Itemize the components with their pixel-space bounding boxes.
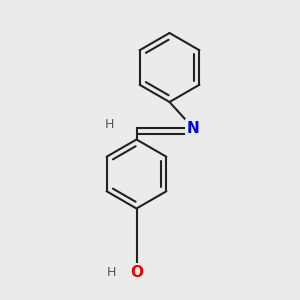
Text: O: O — [130, 265, 143, 280]
Text: H: H — [105, 118, 114, 131]
Text: H: H — [106, 266, 116, 279]
Text: N: N — [187, 121, 200, 136]
